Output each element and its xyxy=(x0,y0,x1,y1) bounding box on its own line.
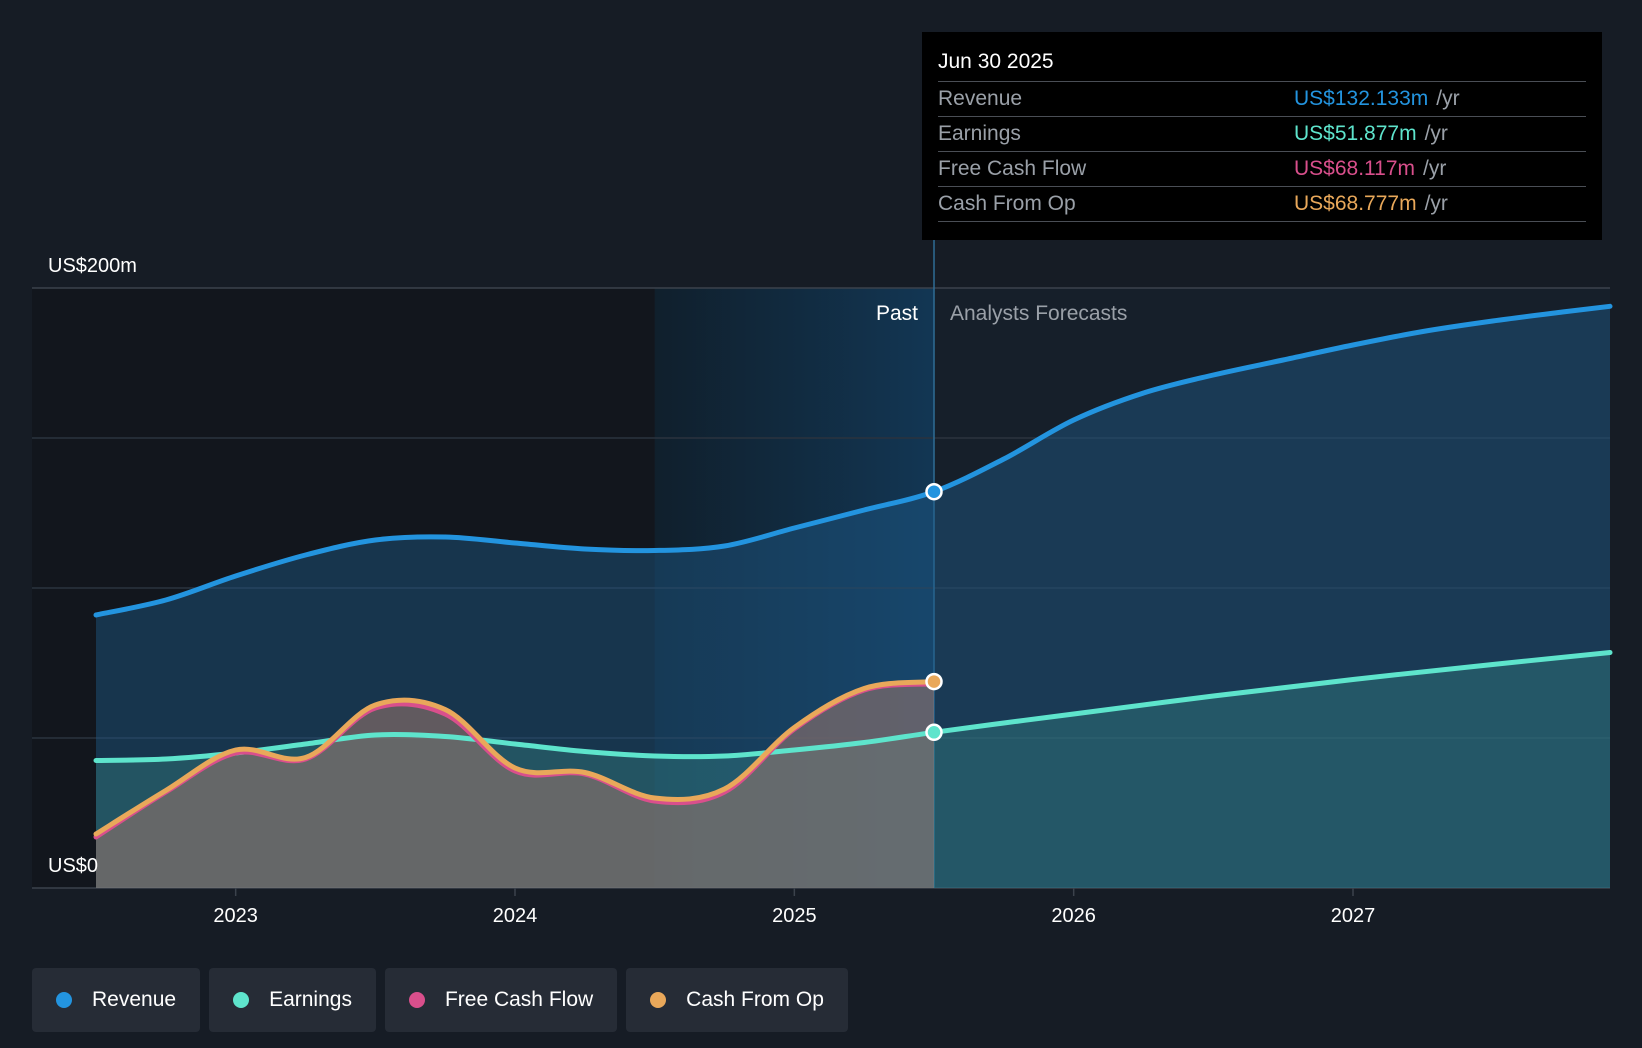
legend: Revenue Earnings Free Cash Flow Cash From O… xyxy=(32,968,848,1032)
free-cash-flow-area xyxy=(96,683,935,888)
tooltip-unit: /yr xyxy=(1424,122,1448,145)
x-tick-label: 2027 xyxy=(1331,905,1376,927)
x-tick-label: 2024 xyxy=(493,905,538,927)
x-tick-label: 2026 xyxy=(1051,905,1096,927)
legend-label: Earnings xyxy=(269,988,352,1011)
past-label: Past xyxy=(876,302,918,325)
legend-dot-icon xyxy=(408,992,425,1008)
tooltip-value: US$68.117m xyxy=(1294,157,1416,180)
tooltip-label: Earnings xyxy=(938,122,1021,145)
legend-label: Cash From Op xyxy=(686,988,824,1011)
cash-from-op-line xyxy=(93,679,937,837)
legend-item-earnings[interactable]: Earnings xyxy=(209,968,376,1032)
x-tick-label: 2023 xyxy=(213,905,258,927)
tooltip-row: Free Cash Flow US$68.117m/yr xyxy=(938,151,1586,186)
cash-from-op-area xyxy=(96,681,935,888)
tooltip-row: Earnings US$51.877m/yr xyxy=(938,116,1586,151)
tooltip-value: US$132.133m xyxy=(1294,87,1429,110)
legend-dot-icon xyxy=(56,992,72,1008)
tooltip-label: Revenue xyxy=(938,87,1023,110)
legend-dot-icon xyxy=(233,992,250,1008)
tooltip-value: US$51.877m xyxy=(1294,122,1417,145)
legend-dot-icon xyxy=(650,992,667,1008)
legend-item-cash-from-op[interactable]: Cash From Op xyxy=(626,968,848,1032)
legend-item-free-cash-flow[interactable]: Free Cash Flow xyxy=(384,968,618,1032)
tooltip-unit: /yr xyxy=(1424,192,1448,215)
tooltip: Jun 30 2025 Revenue US$132.133m/yr Earning… xyxy=(922,32,1602,240)
revenue-line xyxy=(93,303,1613,618)
revenue-area xyxy=(96,306,1610,888)
legend-label: Free Cash Flow xyxy=(444,988,594,1011)
tooltip-row: Cash From Op US$68.777m/yr xyxy=(938,186,1586,222)
tooltip-unit: /yr xyxy=(1436,87,1460,110)
forecast-label: Analysts Forecasts xyxy=(950,302,1127,325)
tooltip-label: Free Cash Flow xyxy=(938,157,1087,180)
tooltip-date: Jun 30 2025 xyxy=(938,50,1054,73)
tooltip-unit: /yr xyxy=(1423,157,1447,180)
y-label-top: US$200m xyxy=(48,255,137,277)
tooltip-row: Revenue US$132.133m/yr xyxy=(938,81,1586,116)
earnings-marker xyxy=(925,723,943,742)
tooltip-value: US$68.777m xyxy=(1294,192,1417,215)
x-tick-label: 2025 xyxy=(772,905,817,927)
y-label-bottom: US$0 xyxy=(48,855,98,877)
revenue-marker xyxy=(925,482,943,501)
legend-item-revenue[interactable]: Revenue xyxy=(32,968,201,1032)
legend-label: Revenue xyxy=(92,988,177,1011)
earnings-line xyxy=(93,650,1613,763)
earnings-area xyxy=(96,652,1610,888)
tooltip-label: Cash From Op xyxy=(938,192,1076,215)
cash-from-op-marker xyxy=(925,672,943,691)
